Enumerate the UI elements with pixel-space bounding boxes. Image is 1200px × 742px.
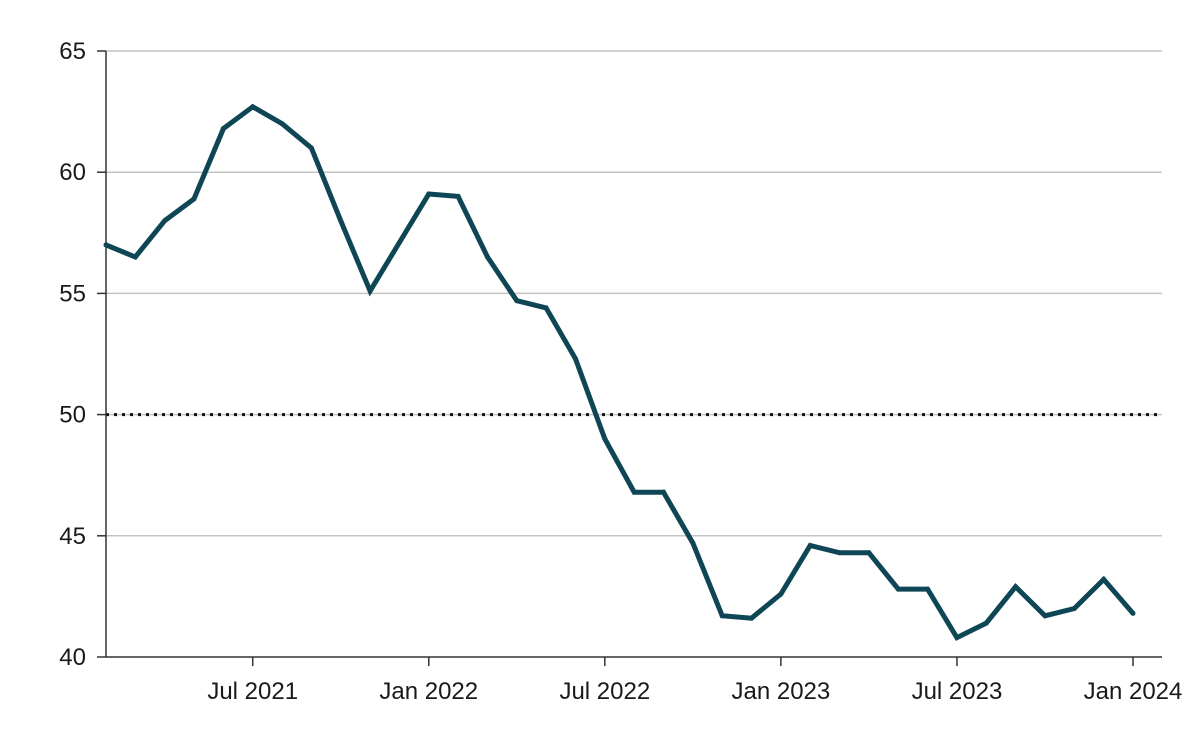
data-point xyxy=(661,489,667,495)
data-point xyxy=(367,288,373,294)
data-point xyxy=(983,620,989,626)
series-line xyxy=(105,103,1135,641)
data-point xyxy=(866,550,872,556)
data-point xyxy=(749,615,755,621)
data-point xyxy=(837,550,843,556)
x-tick-label: Jul 2023 xyxy=(912,678,1003,705)
data-point xyxy=(1130,610,1136,616)
axes xyxy=(97,50,1162,666)
y-tick-label: 55 xyxy=(59,280,86,307)
data-point xyxy=(1101,576,1107,582)
x-tick-label: Jan 2022 xyxy=(379,678,478,705)
data-point xyxy=(543,305,549,311)
x-tick-label: Jan 2024 xyxy=(1084,678,1183,705)
data-point xyxy=(484,254,490,260)
data-point xyxy=(1071,606,1077,612)
y-tick-label: 65 xyxy=(59,38,86,65)
data-point xyxy=(308,145,314,151)
y-tick-label: 45 xyxy=(59,523,86,550)
data-point xyxy=(719,613,725,619)
data-point xyxy=(1013,584,1019,590)
series-layer xyxy=(103,103,1136,641)
data-point xyxy=(338,218,344,224)
data-point xyxy=(162,218,168,224)
data-point xyxy=(455,193,461,199)
tick-labels: 40 45 50 55 60 65 Jul 2021 Jan 2022 Jul 2022 Jan … xyxy=(59,38,1182,705)
data-point xyxy=(426,191,432,197)
data-point xyxy=(602,436,608,442)
data-point xyxy=(895,586,901,592)
data-point xyxy=(572,356,578,362)
y-tick-label: 50 xyxy=(59,402,86,429)
x-tick-label: Jul 2022 xyxy=(559,678,650,705)
y-tick-label: 60 xyxy=(59,159,86,186)
data-point xyxy=(807,542,813,548)
data-point xyxy=(631,489,637,495)
x-tick-label: Jul 2021 xyxy=(207,678,298,705)
data-point xyxy=(132,254,138,260)
data-point xyxy=(279,121,285,127)
data-point xyxy=(514,298,520,304)
data-point xyxy=(396,239,402,245)
data-point xyxy=(250,104,256,110)
y-tick-label: 40 xyxy=(59,644,86,671)
data-point xyxy=(220,126,226,132)
data-point xyxy=(954,635,960,641)
data-point xyxy=(925,586,931,592)
data-point xyxy=(778,591,784,597)
gridlines xyxy=(106,50,1162,537)
data-point xyxy=(1042,613,1048,619)
data-point xyxy=(690,540,696,546)
data-point xyxy=(191,196,197,202)
data-point xyxy=(103,242,109,248)
x-tick-label: Jan 2023 xyxy=(732,678,831,705)
